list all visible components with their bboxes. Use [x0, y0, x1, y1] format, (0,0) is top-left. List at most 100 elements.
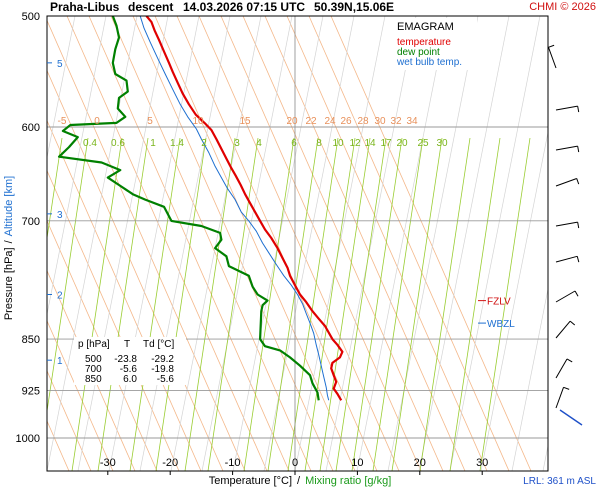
dry-adiabat-line — [47, 369, 92, 471]
isotherm-line — [47, 16, 76, 160]
isotherm-line — [47, 16, 107, 317]
mixing-ratio-line — [267, 137, 319, 471]
mixing-ratio-label: 10 — [332, 138, 344, 149]
level-markers: FZLV WBZL — [478, 297, 515, 330]
legend-temperature: temperature — [397, 37, 451, 48]
temperature-line — [145, 16, 344, 401]
table-header-td: Td [°C] — [143, 339, 174, 350]
mixing-ratio-line — [207, 137, 259, 471]
theta-label: 32 — [390, 116, 402, 127]
dry-adiabat-line — [47, 169, 180, 471]
mixing-ratio-label: 8 — [316, 138, 322, 149]
table-cell: -23.8 — [114, 354, 137, 365]
wind-barb-feather — [577, 222, 580, 229]
isotherm-line — [108, 16, 200, 471]
mixing-ratio-line — [391, 137, 443, 471]
wind-barb — [555, 145, 578, 151]
isotherm-line — [294, 16, 386, 471]
theta-label: 26 — [340, 116, 352, 127]
isotherm-line — [542, 443, 548, 471]
mixing-ratio-line — [129, 137, 181, 471]
mixing-ratio-line — [304, 137, 356, 471]
pressure-tick-label: 600 — [22, 122, 40, 134]
theta-label: 5 — [147, 116, 153, 127]
wind-barb-feather — [574, 290, 579, 297]
mixing-ratio-label: 1 — [150, 138, 156, 149]
pressure-tick-label: 850 — [22, 334, 40, 346]
background-lines — [47, 16, 600, 471]
mixing-ratio-line — [287, 137, 339, 471]
theta-label: 24 — [324, 116, 336, 127]
table-cell: 6.0 — [123, 374, 137, 385]
mixing-ratio-label: 3 — [234, 138, 240, 149]
isotherm-line — [418, 16, 510, 471]
isotherm-line — [574, 16, 600, 471]
table-cell: 850 — [85, 374, 102, 385]
isotherm-line — [139, 16, 231, 471]
dry-adiabat-line — [286, 16, 488, 471]
table-cell: -5.6 — [157, 374, 175, 385]
plot-area — [47, 16, 548, 471]
mixing-ratio-label: 0.6 — [111, 138, 125, 149]
wind-barb — [555, 387, 564, 409]
data-table: p [hPa] T Td [°C] 500 -23.8 -29.2 700 -5… — [74, 337, 186, 385]
theta-label: 30 — [374, 116, 386, 127]
pressure-tick-label: 1000 — [16, 433, 40, 445]
mixing-ratio-line — [155, 137, 207, 471]
mixing-ratio-line — [335, 137, 387, 471]
station-name: Praha-Libus — [50, 0, 120, 14]
dry-adiabat-line — [110, 16, 312, 471]
temperature-tick-label: -30 — [100, 457, 116, 469]
theta-label: -5 — [58, 116, 67, 127]
dry-adiabat-line — [47, 319, 114, 471]
lrl-label: LRL: 361 m ASL — [523, 476, 596, 487]
pressure-tick-label: 700 — [22, 216, 40, 228]
altitude-tick-label: 1 — [57, 356, 63, 367]
mixing-ratio-line — [351, 137, 403, 471]
plot-frame — [46, 15, 549, 472]
mixing-ratio-line — [479, 137, 531, 471]
wind-barb-feather — [566, 358, 573, 363]
dry-adiabat-line — [66, 16, 268, 471]
theta-label: 20 — [286, 116, 298, 127]
wbzl-label: WBZL — [487, 319, 515, 330]
top-labels: -5 0 5 10 15 20 22 24 26 28 30 32 340.4 0.6 1 1.4 2 3 4 6 8 1… — [58, 116, 448, 149]
dry-adiabat-line — [154, 16, 356, 471]
altitude-tick-label: 2 — [57, 290, 63, 301]
mixing-ratio-line — [372, 137, 424, 471]
mixing-ratio-label: 1.4 — [170, 138, 184, 149]
isotherm-line — [47, 16, 138, 471]
table-cell: -29.2 — [151, 354, 174, 365]
wind-barb-feather — [576, 256, 580, 263]
mixing-ratio-label: 30 — [436, 138, 448, 149]
temperature-tick-label: -10 — [225, 457, 241, 469]
wind-barb — [555, 221, 578, 227]
coords-label: 50.39N,15.06E — [314, 0, 394, 14]
isotherm-line — [170, 16, 262, 471]
wind-barb-feather — [569, 320, 576, 326]
pressure-tick-label: 500 — [22, 11, 40, 23]
altitude-tick-label: 5 — [57, 59, 63, 70]
mixing-ratio-line — [71, 137, 123, 471]
altitude-ticks: 5 3 2 1 — [47, 59, 63, 367]
mixing-ratio-line — [184, 137, 236, 471]
wind-barb-feather — [577, 146, 580, 153]
mixing-ratio-label: 2 — [201, 138, 207, 149]
mixing-ratio-label: 20 — [396, 138, 408, 149]
wind-barb-feather — [577, 106, 580, 113]
temperature-tick-label: 10 — [351, 457, 363, 469]
mixing-ratio-line — [243, 137, 295, 471]
mixing-ratio-label: 0.4 — [83, 138, 97, 149]
dry-adiabat-line — [220, 16, 422, 471]
dry-adiabat-line — [242, 16, 444, 471]
x-axis-label: Temperature [°C] / Mixing ratio [g/kg] — [209, 475, 392, 487]
table-cell: 700 — [85, 364, 102, 375]
copyright-label: CHMI © 2026 — [529, 1, 596, 13]
altitude-tick-label: 3 — [57, 210, 63, 221]
mixing-ratio-label: 14 — [364, 138, 376, 149]
wind-barb-feather — [548, 44, 555, 48]
table-header-p: p [hPa] — [78, 339, 110, 350]
legend-dew-point: dew point — [397, 47, 440, 58]
wind-barb — [555, 290, 576, 303]
mixing-ratio-line — [47, 137, 89, 414]
